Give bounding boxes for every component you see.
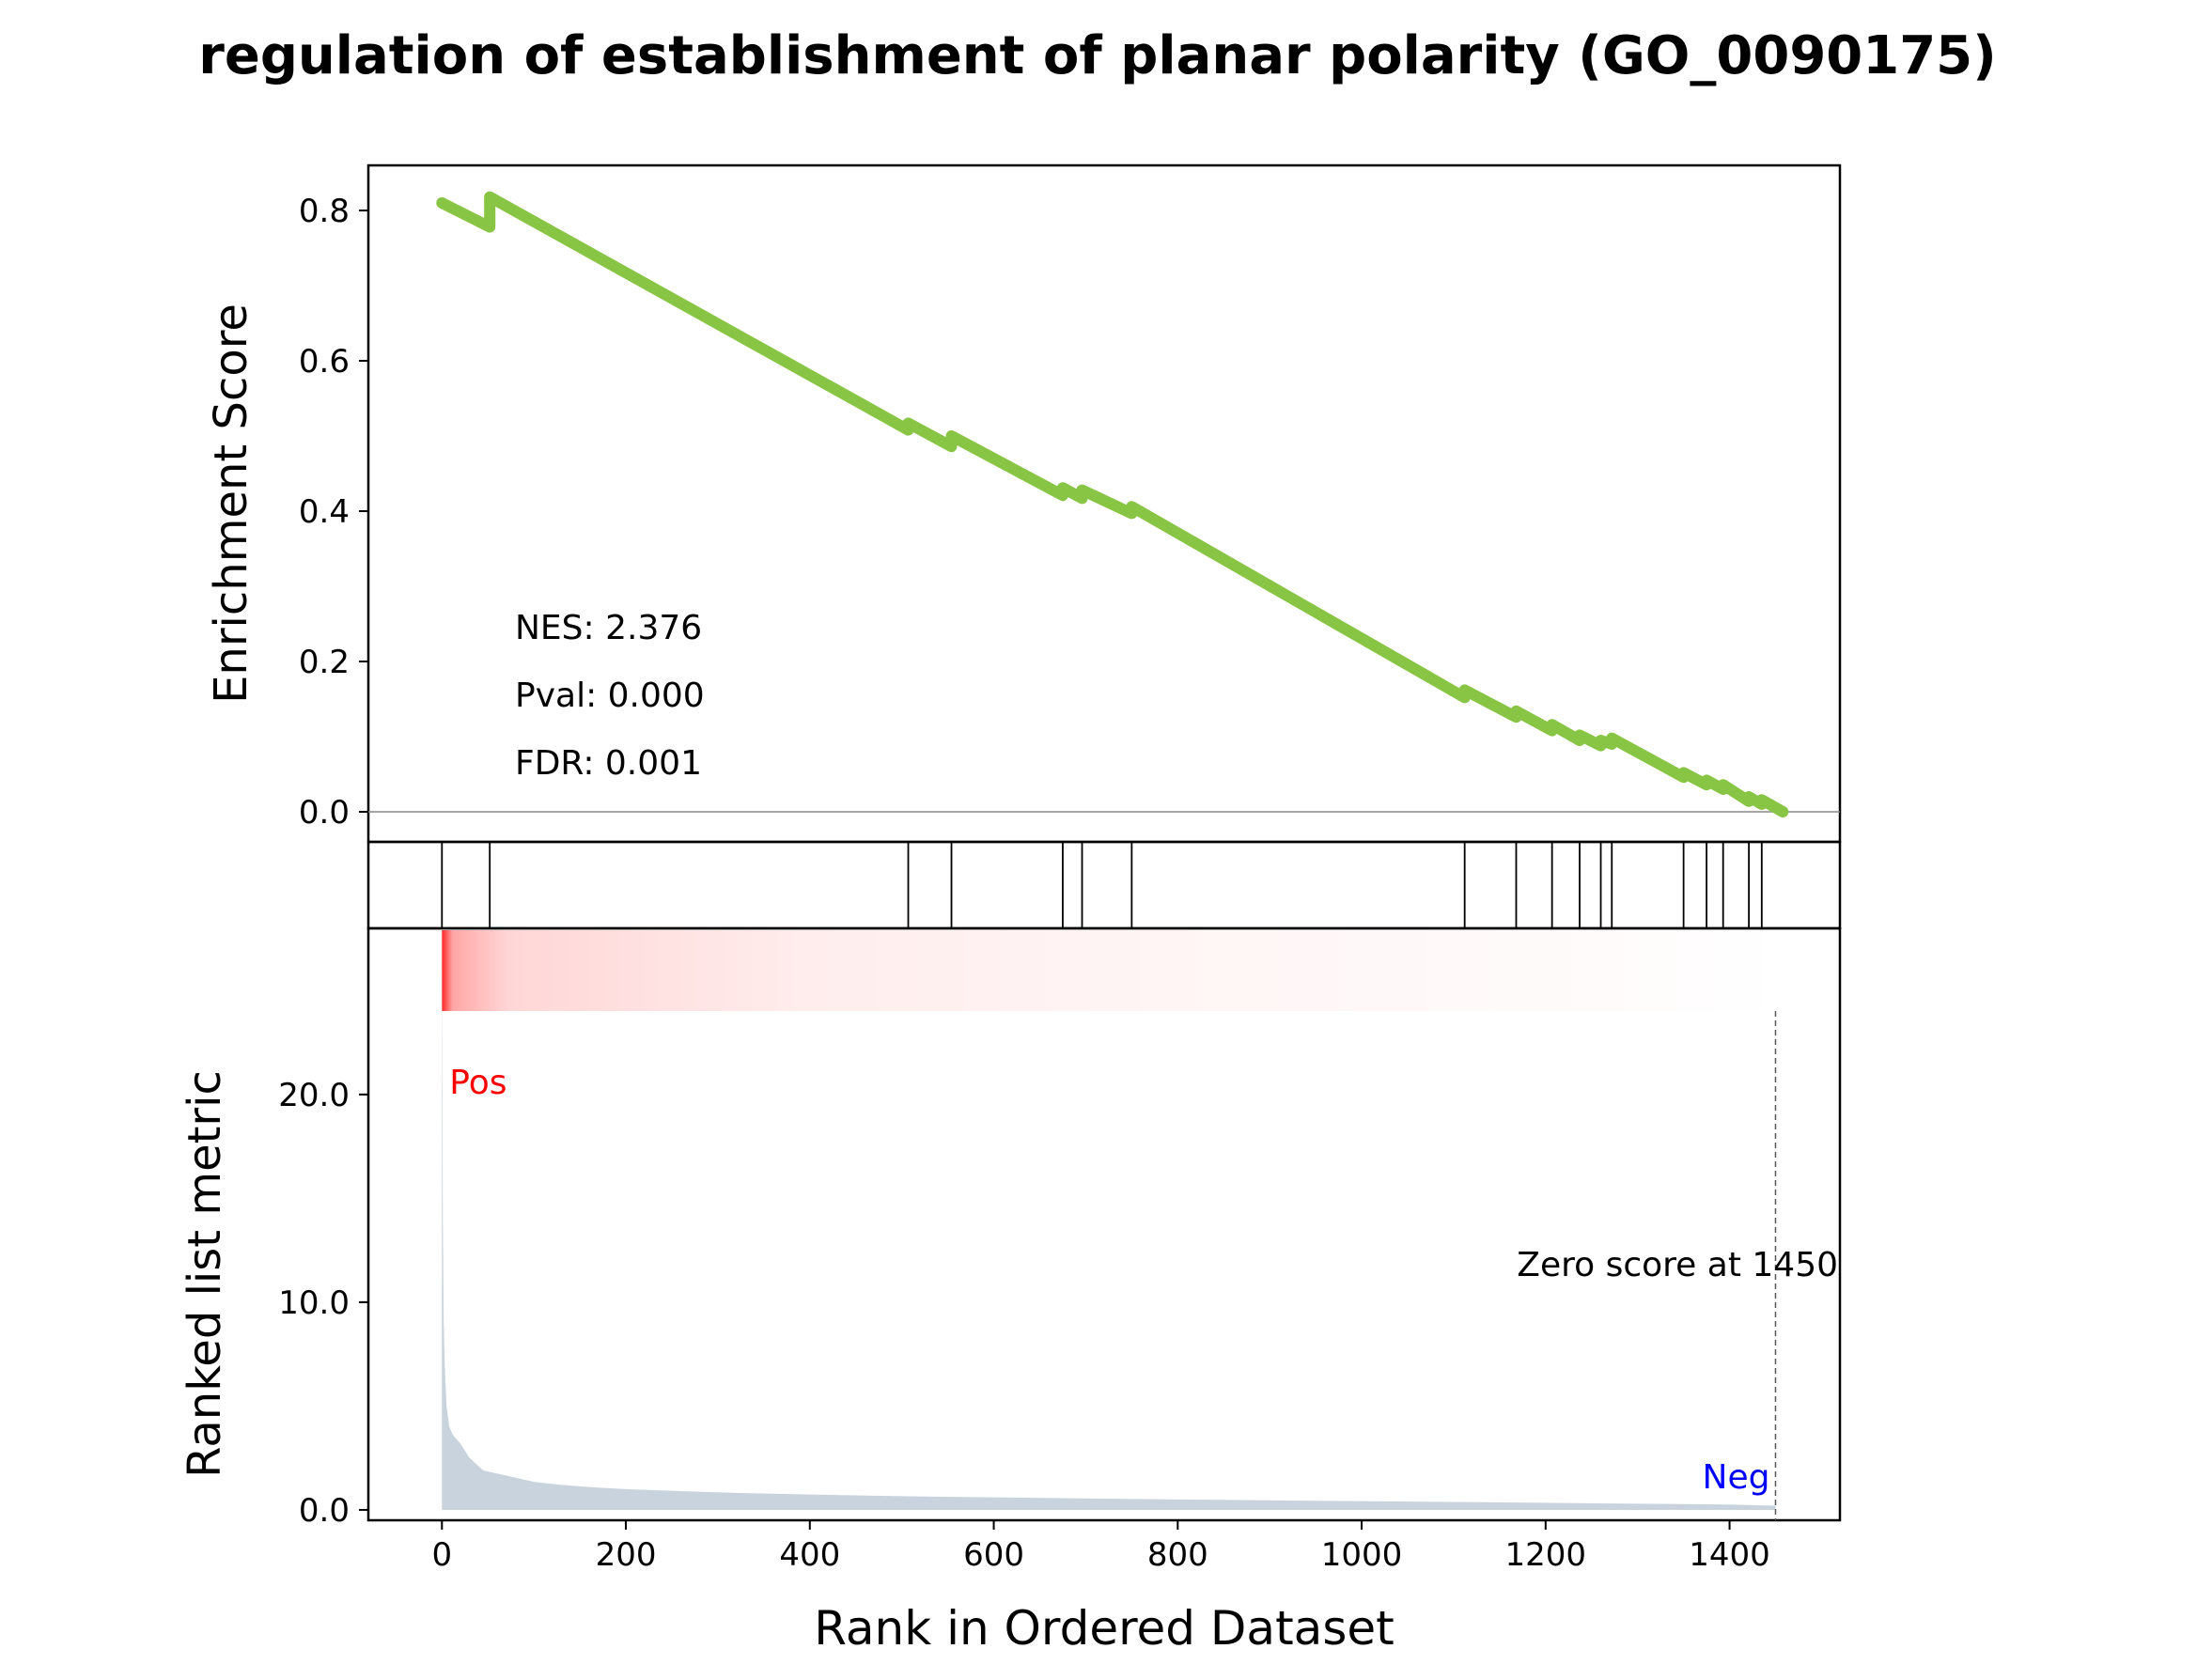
es-series-line — [436, 191, 1789, 817]
pval-text: Pval: 0.000 — [515, 677, 705, 715]
rank-heat-bar — [442, 930, 1784, 1011]
es-y-ticks: 0.0 0.2 0.4 0.6 0.8 — [299, 193, 368, 832]
es-y-axis-label: Enrichment Score — [205, 303, 257, 704]
metric-panel-frame — [366, 926, 1842, 1522]
hit-lines — [441, 842, 1763, 928]
fdr-text: FDR: 0.001 — [515, 744, 702, 783]
neg-label: Neg — [1703, 1458, 1770, 1497]
metric-y-tick-label: 20.0 — [278, 1077, 350, 1114]
es-y-tick-label: 0.2 — [299, 644, 350, 681]
es-y-tick-label: 0.4 — [299, 493, 350, 531]
hits-panel-frame — [366, 840, 1842, 930]
metric-y-tick-label: 10.0 — [278, 1284, 350, 1322]
metric-area — [442, 949, 1776, 1510]
x-tick-label: 1400 — [1689, 1536, 1770, 1574]
nes-text: NES: 2.376 — [515, 609, 702, 647]
x-tick-label: 0 — [431, 1536, 452, 1574]
x-tick-label: 600 — [963, 1536, 1024, 1574]
x-ticks: 0 200 400 600 800 1000 1200 1400 — [431, 1520, 1770, 1574]
x-tick-label: 1000 — [1321, 1536, 1403, 1574]
es-y-tick-label: 0.0 — [299, 794, 350, 832]
metric-y-axis-label: Ranked list metric — [179, 1070, 231, 1478]
metric-panel: Pos Neg Zero score at 1450 0.0 10.0 20.0 R… — [179, 926, 1842, 1530]
pos-label: Pos — [449, 1064, 506, 1102]
chart-title: regulation of establishment of planar po… — [198, 25, 1997, 86]
x-tick-label: 200 — [596, 1536, 657, 1574]
metric-y-tick-label: 0.0 — [299, 1492, 350, 1530]
zero-score-label: Zero score at 1450 — [1517, 1246, 1838, 1284]
x-axis-label: Rank in Ordered Dataset — [814, 1601, 1394, 1656]
x-tick-label: 800 — [1147, 1536, 1208, 1574]
x-tick-label: 400 — [779, 1536, 840, 1574]
x-tick-label: 1200 — [1505, 1536, 1587, 1574]
metric-y-ticks: 0.0 10.0 20.0 — [278, 1077, 368, 1530]
hits-panel — [366, 840, 1842, 930]
es-panel: 0.0 0.2 0.4 0.6 0.8 NES: 2.376 Pval: 0.000 F… — [205, 163, 1842, 844]
es-y-tick-label: 0.6 — [299, 343, 350, 381]
es-y-tick-label: 0.8 — [299, 193, 350, 230]
